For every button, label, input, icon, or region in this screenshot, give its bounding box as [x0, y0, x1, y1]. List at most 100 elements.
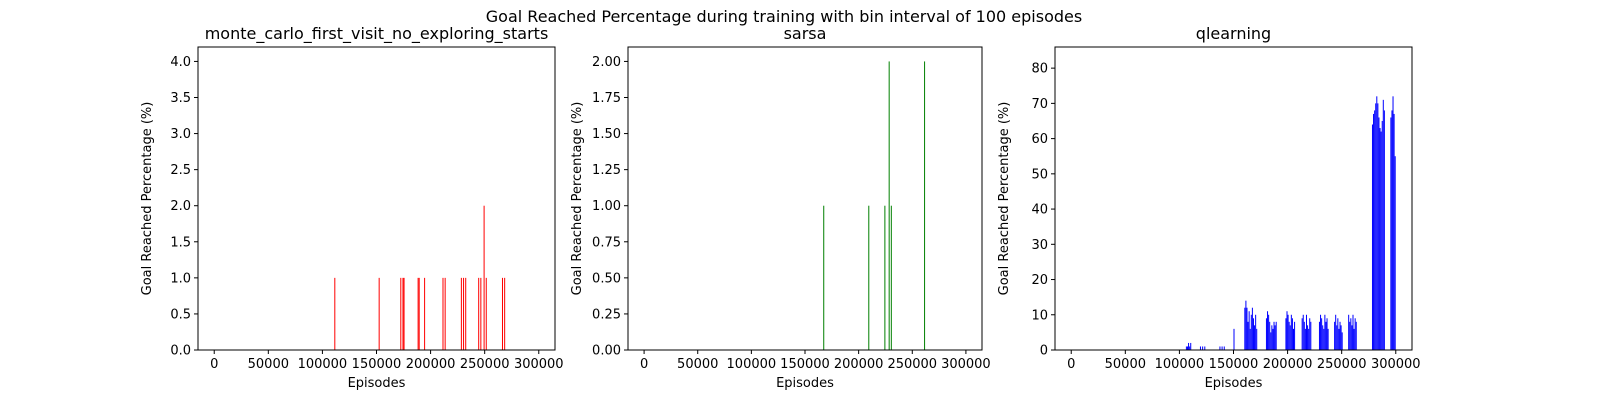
y-axis-label: Goal Reached Percentage (%)	[570, 102, 585, 296]
bar	[1318, 321, 1320, 350]
bar	[1334, 321, 1336, 350]
y-tick-label: 30	[1031, 238, 1048, 253]
bar	[1336, 325, 1338, 350]
bar	[1251, 307, 1253, 350]
bar	[1252, 318, 1254, 350]
bar	[1371, 124, 1373, 350]
bar	[1286, 311, 1288, 350]
y-tick-label: 0.50	[592, 271, 621, 286]
bar	[478, 277, 480, 350]
bar	[1304, 328, 1306, 350]
bar	[1271, 325, 1273, 350]
x-axis-label: Episodes	[776, 376, 834, 391]
y-axis-label: Goal Reached Percentage (%)	[140, 102, 155, 296]
bar	[501, 277, 503, 350]
bar	[1274, 325, 1276, 350]
y-tick-label: 20	[1031, 273, 1048, 288]
bar	[1249, 328, 1251, 350]
bar	[1199, 346, 1201, 350]
y-tick-label: 0.00	[592, 344, 621, 359]
bar	[1350, 318, 1352, 350]
bar	[442, 277, 444, 350]
bar	[1223, 346, 1225, 350]
bar	[483, 205, 485, 350]
x-tick-label: 50000	[1105, 357, 1146, 372]
bar	[890, 205, 892, 350]
subplot-2: sarsa 0 50000 100000 150000 200000 250000 30000…	[570, 24, 991, 391]
axes-frame	[627, 46, 983, 351]
y-tick-label: 4.0	[170, 55, 191, 70]
bar	[1393, 113, 1395, 350]
bar	[1250, 314, 1252, 350]
bar-series	[334, 205, 506, 350]
x-tick-label: 200000	[406, 357, 456, 372]
x-tick-label: 100000	[1155, 357, 1205, 372]
y-tick-label: 1.75	[592, 91, 621, 106]
bar	[1320, 314, 1322, 350]
x-tick-label: 50000	[677, 357, 718, 372]
bar	[1326, 318, 1328, 350]
bar	[1219, 346, 1221, 350]
bar	[924, 61, 926, 351]
bar	[485, 277, 487, 350]
x-tick-label: 150000	[1209, 357, 1259, 372]
x-tick-label: 100000	[298, 357, 348, 372]
bar	[1204, 346, 1206, 350]
bar	[1327, 328, 1329, 350]
bar	[1185, 346, 1187, 350]
subplot-title: sarsa	[784, 24, 827, 43]
bar	[1287, 314, 1289, 350]
x-tick-label: 0	[210, 357, 218, 372]
bar	[1186, 346, 1188, 350]
bar	[480, 277, 482, 350]
bar	[417, 277, 419, 350]
x-tick-label: 0	[1067, 357, 1075, 372]
bar	[1390, 117, 1392, 350]
bar	[444, 277, 446, 350]
bar	[1375, 103, 1377, 351]
bar	[1382, 99, 1384, 350]
bar	[1377, 103, 1379, 351]
y-tick-label: 60	[1031, 132, 1048, 147]
bar	[888, 61, 890, 351]
subplot-title: monte_carlo_first_visit_no_exploring_sta…	[205, 24, 549, 44]
x-tick-label: 150000	[352, 357, 402, 372]
bar	[1268, 314, 1270, 350]
bar	[1305, 314, 1307, 350]
y-tick-label: 2.00	[592, 55, 621, 70]
bar	[1348, 314, 1350, 350]
bar	[1339, 321, 1341, 350]
figure-suptitle: Goal Reached Percentage during training …	[486, 7, 1082, 26]
subplot-3: qlearning 0 50000 100000 150000 200000 250000 3…	[997, 24, 1421, 391]
bar	[460, 277, 462, 350]
bar	[403, 277, 405, 350]
y-tick-label: 1.25	[592, 163, 621, 178]
bar	[1378, 117, 1380, 350]
y-tick-label: 80	[1031, 62, 1048, 77]
bar	[1354, 318, 1356, 350]
x-tick-label: 250000	[460, 357, 510, 372]
x-tick-label: 200000	[1263, 357, 1313, 372]
y-tick-label: 10	[1031, 308, 1048, 323]
y-tick-label: 0	[1040, 344, 1048, 359]
bar-series	[1185, 96, 1396, 351]
y-tick-label: 40	[1031, 203, 1048, 218]
bar	[334, 277, 336, 350]
x-tick-label: 50000	[248, 357, 289, 372]
subplot-title: qlearning	[1196, 24, 1271, 43]
bar	[1308, 328, 1310, 350]
bar	[1309, 318, 1311, 350]
bar	[1289, 325, 1291, 350]
y-tick-label: 1.5	[170, 235, 191, 250]
y-tick-label: 0.0	[170, 344, 191, 359]
y-tick-label: 3.0	[170, 127, 191, 142]
bar	[1246, 307, 1248, 350]
x-tick-label: 250000	[887, 357, 937, 372]
x-tick-label: 100000	[727, 357, 777, 372]
bar	[1288, 321, 1290, 350]
bar	[1265, 318, 1267, 350]
bar	[1255, 314, 1257, 350]
bar	[1355, 321, 1357, 350]
bar	[1291, 318, 1293, 350]
